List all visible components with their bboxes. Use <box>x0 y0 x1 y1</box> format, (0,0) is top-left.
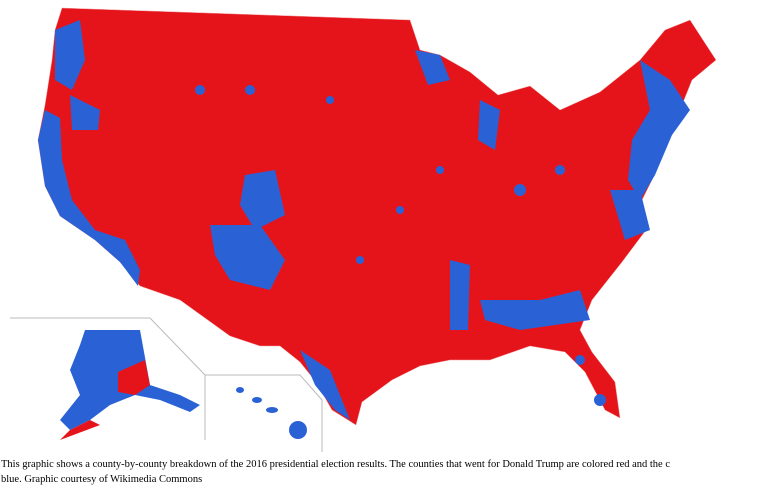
contiguous-us <box>37 7 717 426</box>
hawaii-island <box>289 421 307 439</box>
alaska-red <box>118 360 150 395</box>
county-map <box>10 7 717 452</box>
blue-minnesota <box>415 50 450 85</box>
inset-borders <box>10 317 323 452</box>
hawaii-box <box>205 374 323 452</box>
blue-counties <box>38 20 690 420</box>
blue-oregon-north <box>70 95 100 130</box>
blue-mid-atlantic <box>610 190 650 240</box>
hawaii-island <box>252 397 262 403</box>
blue-washington <box>55 20 85 90</box>
blue-county <box>195 85 205 95</box>
alaska <box>60 330 200 440</box>
caption-line: blue. Graphic courtesy of Wikimedia Comm… <box>1 474 203 485</box>
blue-west-coast <box>38 110 140 286</box>
blue-northeast <box>628 60 690 200</box>
alaska-border <box>10 317 206 376</box>
alaska-tail <box>60 420 100 440</box>
caption-line: This graphic shows a county-by-county br… <box>1 459 671 470</box>
blue-county <box>575 355 585 365</box>
blue-new-mexico <box>210 225 285 290</box>
blue-county <box>555 165 565 175</box>
blue-county <box>594 394 606 406</box>
blue-great-lakes <box>478 100 500 150</box>
blue-mississippi <box>450 260 470 330</box>
blue-black-belt <box>480 290 590 330</box>
hawaii <box>236 387 307 439</box>
hawaii-island <box>236 387 244 393</box>
blue-texas-border <box>300 350 350 420</box>
hawaii-island <box>266 407 278 413</box>
blue-colorado <box>240 170 285 230</box>
blue-county <box>514 184 526 196</box>
blue-county <box>326 96 334 104</box>
blue-county <box>245 85 255 95</box>
blue-county <box>396 206 404 214</box>
blue-county <box>356 256 364 264</box>
blue-county <box>436 166 444 174</box>
